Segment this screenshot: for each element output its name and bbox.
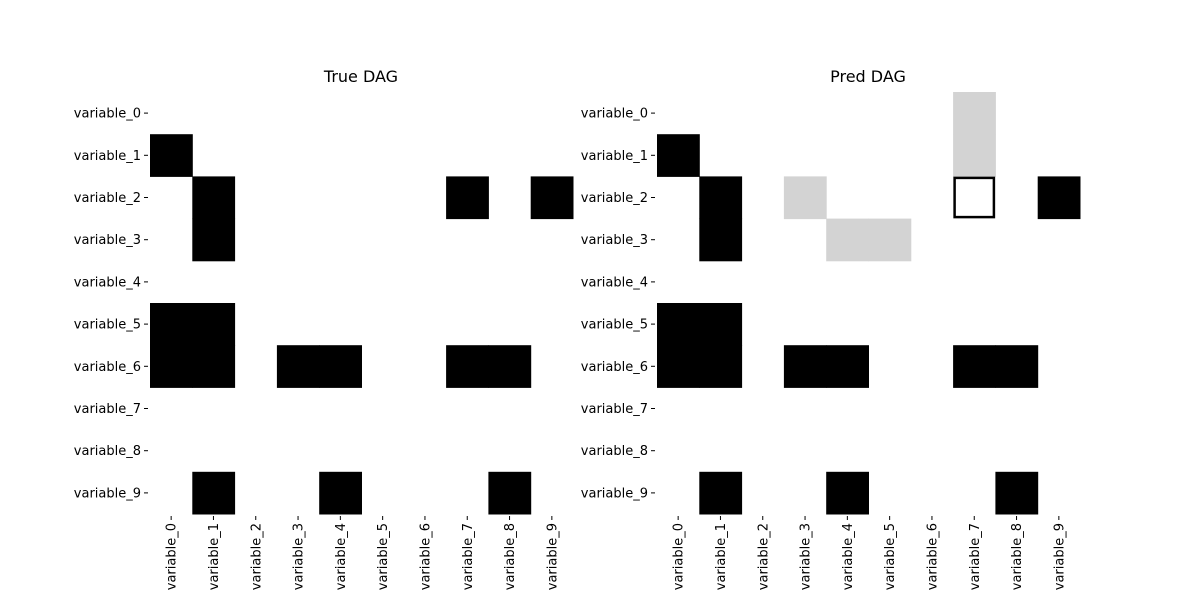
cell-2-1 (192, 176, 236, 220)
cell-9-1 (699, 471, 743, 515)
col-label-6: variable_6 (925, 523, 940, 590)
row-label-1: variable_1 (581, 149, 648, 164)
cell-6-4 (826, 345, 869, 388)
row-label-1: variable_1 (74, 149, 141, 164)
col-label-5: variable_5 (883, 523, 898, 590)
col-label-1: variable_1 (207, 523, 222, 590)
col-label-7: variable_7 (968, 523, 983, 590)
cell-1-7 (953, 134, 996, 177)
cell-9-4 (319, 471, 362, 515)
pred-dag-panel: Pred DAG variable_0variable_1variable_2v… (581, 67, 1081, 590)
cell-9-8 (488, 471, 532, 515)
cell-6-1 (192, 345, 236, 388)
col-label-4: variable_4 (334, 523, 349, 590)
cell-3-5 (868, 218, 912, 262)
cell-2-3 (783, 176, 827, 220)
row-label-7: variable_7 (74, 402, 141, 417)
cell-5-1 (192, 303, 236, 346)
cell-3-4 (826, 218, 869, 262)
cell-6-7 (953, 345, 996, 388)
row-label-6: variable_6 (581, 360, 648, 375)
col-label-8: variable_8 (503, 523, 518, 590)
row-label-9: variable_9 (581, 486, 648, 501)
cell-6-0 (657, 345, 700, 388)
cell-1-0 (150, 134, 193, 177)
col-label-6: variable_6 (418, 523, 433, 590)
row-label-8: variable_8 (74, 444, 141, 459)
cell-9-4 (826, 471, 869, 515)
cell-2-9 (1037, 176, 1081, 220)
col-label-3: variable_3 (292, 523, 307, 590)
row-label-0: variable_0 (581, 107, 648, 122)
true-dag-title: True DAG (323, 67, 398, 86)
col-label-3: variable_3 (799, 523, 814, 590)
col-label-8: variable_8 (1010, 523, 1025, 590)
cell-0-7 (953, 92, 996, 135)
row-label-5: variable_5 (581, 318, 648, 333)
row-label-8: variable_8 (581, 444, 648, 459)
col-label-4: variable_4 (841, 523, 856, 590)
col-label-7: variable_7 (461, 523, 476, 590)
true-dag-panel: True DAG variable_0variable_1variable_2v… (74, 67, 574, 590)
col-label-2: variable_2 (756, 523, 771, 590)
cell-6-1 (699, 345, 743, 388)
col-label-5: variable_5 (376, 523, 391, 590)
col-label-9: variable_9 (1052, 523, 1067, 590)
pred-dag-row-labels: variable_0 variable_1 variable_2 variable_3… (581, 107, 655, 501)
cell-6-3 (276, 345, 320, 388)
row-label-2: variable_2 (581, 191, 648, 206)
cell-5-0 (150, 303, 193, 346)
cell-6-7 (446, 345, 489, 388)
col-label-0: variable_0 (672, 523, 687, 590)
col-label-2: variable_2 (249, 523, 264, 590)
row-label-3: variable_3 (74, 233, 141, 248)
outlined-cell-2-7 (953, 176, 996, 219)
row-label-4: variable_4 (581, 275, 648, 290)
row-label-7: variable_7 (581, 402, 648, 417)
cell-5-1 (699, 303, 743, 346)
true-dag-cells (150, 134, 574, 515)
cell-9-1 (192, 471, 236, 515)
cell-6-8 (995, 345, 1039, 388)
col-label-9: variable_9 (545, 523, 560, 590)
row-label-4: variable_4 (74, 275, 141, 290)
row-label-6: variable_6 (74, 360, 141, 375)
true-dag-row-labels: variable_0 variable_1 variable_2 variable_3… (74, 107, 148, 501)
cell-3-1 (699, 218, 743, 262)
row-label-3: variable_3 (581, 233, 648, 248)
row-label-0: variable_0 (74, 107, 141, 122)
cell-2-1 (699, 176, 743, 220)
cell-5-0 (657, 303, 700, 346)
row-label-5: variable_5 (74, 318, 141, 333)
row-label-9: variable_9 (74, 486, 141, 501)
cell-9-8 (995, 471, 1039, 515)
true-dag-col-labels: variable_0 variable_1 variable_2 variable_3… (165, 516, 560, 590)
row-label-2: variable_2 (74, 191, 141, 206)
cell-2-9 (530, 176, 574, 220)
cell-6-8 (488, 345, 532, 388)
cell-6-4 (319, 345, 362, 388)
pred-dag-title: Pred DAG (830, 67, 906, 86)
cell-6-3 (783, 345, 827, 388)
pred-dag-col-labels: variable_0 variable_1 variable_2 variable_3… (672, 516, 1067, 590)
cell-2-7 (446, 176, 489, 220)
cell-6-0 (150, 345, 193, 388)
cell-3-1 (192, 218, 236, 262)
col-label-1: variable_1 (714, 523, 729, 590)
cell-1-0 (657, 134, 700, 177)
pred-dag-cells (657, 92, 1081, 515)
col-label-0: variable_0 (165, 523, 180, 590)
